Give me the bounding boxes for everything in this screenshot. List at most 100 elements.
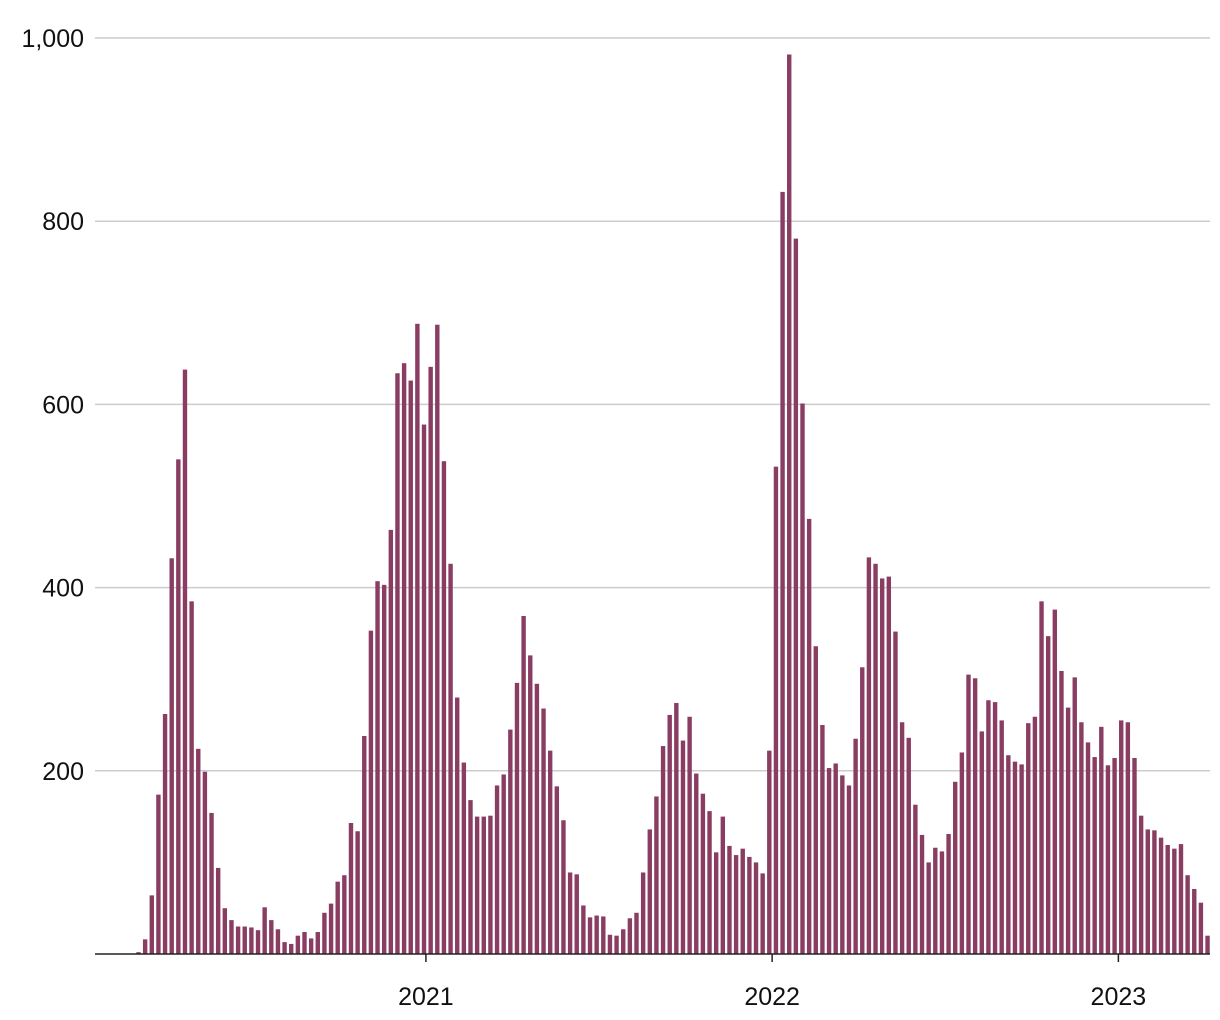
bar	[886, 576, 892, 954]
bar	[913, 804, 918, 954]
bar	[1178, 844, 1184, 954]
bar	[136, 952, 141, 954]
bar	[428, 366, 433, 955]
bar	[415, 323, 420, 954]
bar	[767, 750, 772, 954]
bar	[846, 785, 852, 954]
bar	[381, 584, 387, 954]
bar	[634, 912, 639, 954]
bar	[780, 191, 785, 954]
bar	[647, 829, 652, 954]
bar	[1099, 726, 1104, 954]
bar	[733, 855, 739, 954]
bar	[348, 823, 354, 954]
bar	[202, 771, 208, 954]
bar	[667, 714, 672, 954]
bar	[720, 816, 726, 954]
bar	[514, 682, 520, 954]
bar	[421, 424, 427, 954]
bar	[1172, 848, 1177, 954]
bar	[601, 916, 606, 954]
bar	[209, 812, 214, 954]
bar	[1065, 707, 1071, 954]
bar	[1145, 829, 1150, 954]
bar	[488, 815, 493, 954]
bar	[335, 881, 340, 954]
bar	[1085, 742, 1091, 954]
bar	[694, 773, 699, 954]
bar	[979, 731, 984, 954]
bar	[1112, 757, 1117, 954]
y-tick-label: 400	[42, 575, 84, 603]
y-tick-label: 600	[42, 391, 84, 419]
bar	[826, 768, 832, 954]
bar	[899, 722, 905, 954]
bar	[707, 811, 712, 954]
bar	[222, 908, 228, 954]
bar	[1132, 757, 1137, 954]
bar	[1032, 716, 1038, 954]
x-tick-label: 2023	[1091, 983, 1147, 1011]
bar	[1105, 765, 1111, 954]
bar	[302, 932, 307, 954]
bar	[468, 800, 473, 954]
bar	[541, 708, 546, 954]
bar	[853, 738, 858, 954]
bar	[873, 563, 878, 954]
bar	[800, 403, 805, 955]
bar	[375, 581, 380, 954]
bar	[142, 939, 148, 954]
bar	[1125, 722, 1131, 954]
bar	[269, 920, 274, 954]
bar	[1138, 815, 1144, 954]
bar	[156, 794, 161, 954]
bar	[680, 740, 686, 954]
bar	[295, 935, 301, 954]
bar	[866, 557, 872, 954]
bar	[521, 616, 526, 954]
bar	[972, 678, 978, 954]
bar	[753, 862, 759, 954]
bar	[1185, 875, 1190, 954]
bar	[953, 781, 958, 954]
bar	[587, 917, 593, 954]
bar	[992, 702, 998, 954]
bar	[713, 852, 719, 954]
bar	[282, 942, 287, 954]
bar	[315, 932, 320, 954]
bar	[727, 845, 732, 954]
bar	[1092, 757, 1097, 954]
bar	[1045, 636, 1051, 954]
bar	[621, 929, 626, 954]
bar	[594, 915, 599, 954]
bar	[627, 918, 633, 954]
bar	[1079, 722, 1084, 954]
bar	[255, 930, 261, 954]
bar	[574, 874, 579, 954]
y-axis-tick-labels: 200 400 600 800 1,000	[21, 25, 84, 786]
bar	[368, 630, 374, 954]
bar	[793, 238, 799, 955]
bar	[773, 466, 779, 954]
bar	[919, 834, 925, 954]
bar	[946, 834, 951, 954]
bar	[1152, 830, 1157, 954]
bar	[328, 903, 334, 954]
bar	[939, 851, 945, 954]
bar	[806, 518, 812, 954]
bar	[747, 856, 752, 954]
bar	[355, 831, 360, 954]
bar	[860, 667, 865, 954]
bar	[1192, 888, 1197, 954]
bar	[249, 927, 254, 954]
bar	[169, 558, 174, 954]
bar	[660, 746, 666, 954]
bar	[933, 847, 938, 954]
bar	[262, 907, 267, 954]
bar	[289, 943, 294, 954]
bar	[494, 785, 500, 954]
bar	[1012, 761, 1018, 954]
y-tick-label: 1,000	[21, 25, 84, 53]
bar	[740, 848, 745, 954]
bar	[1026, 723, 1031, 954]
